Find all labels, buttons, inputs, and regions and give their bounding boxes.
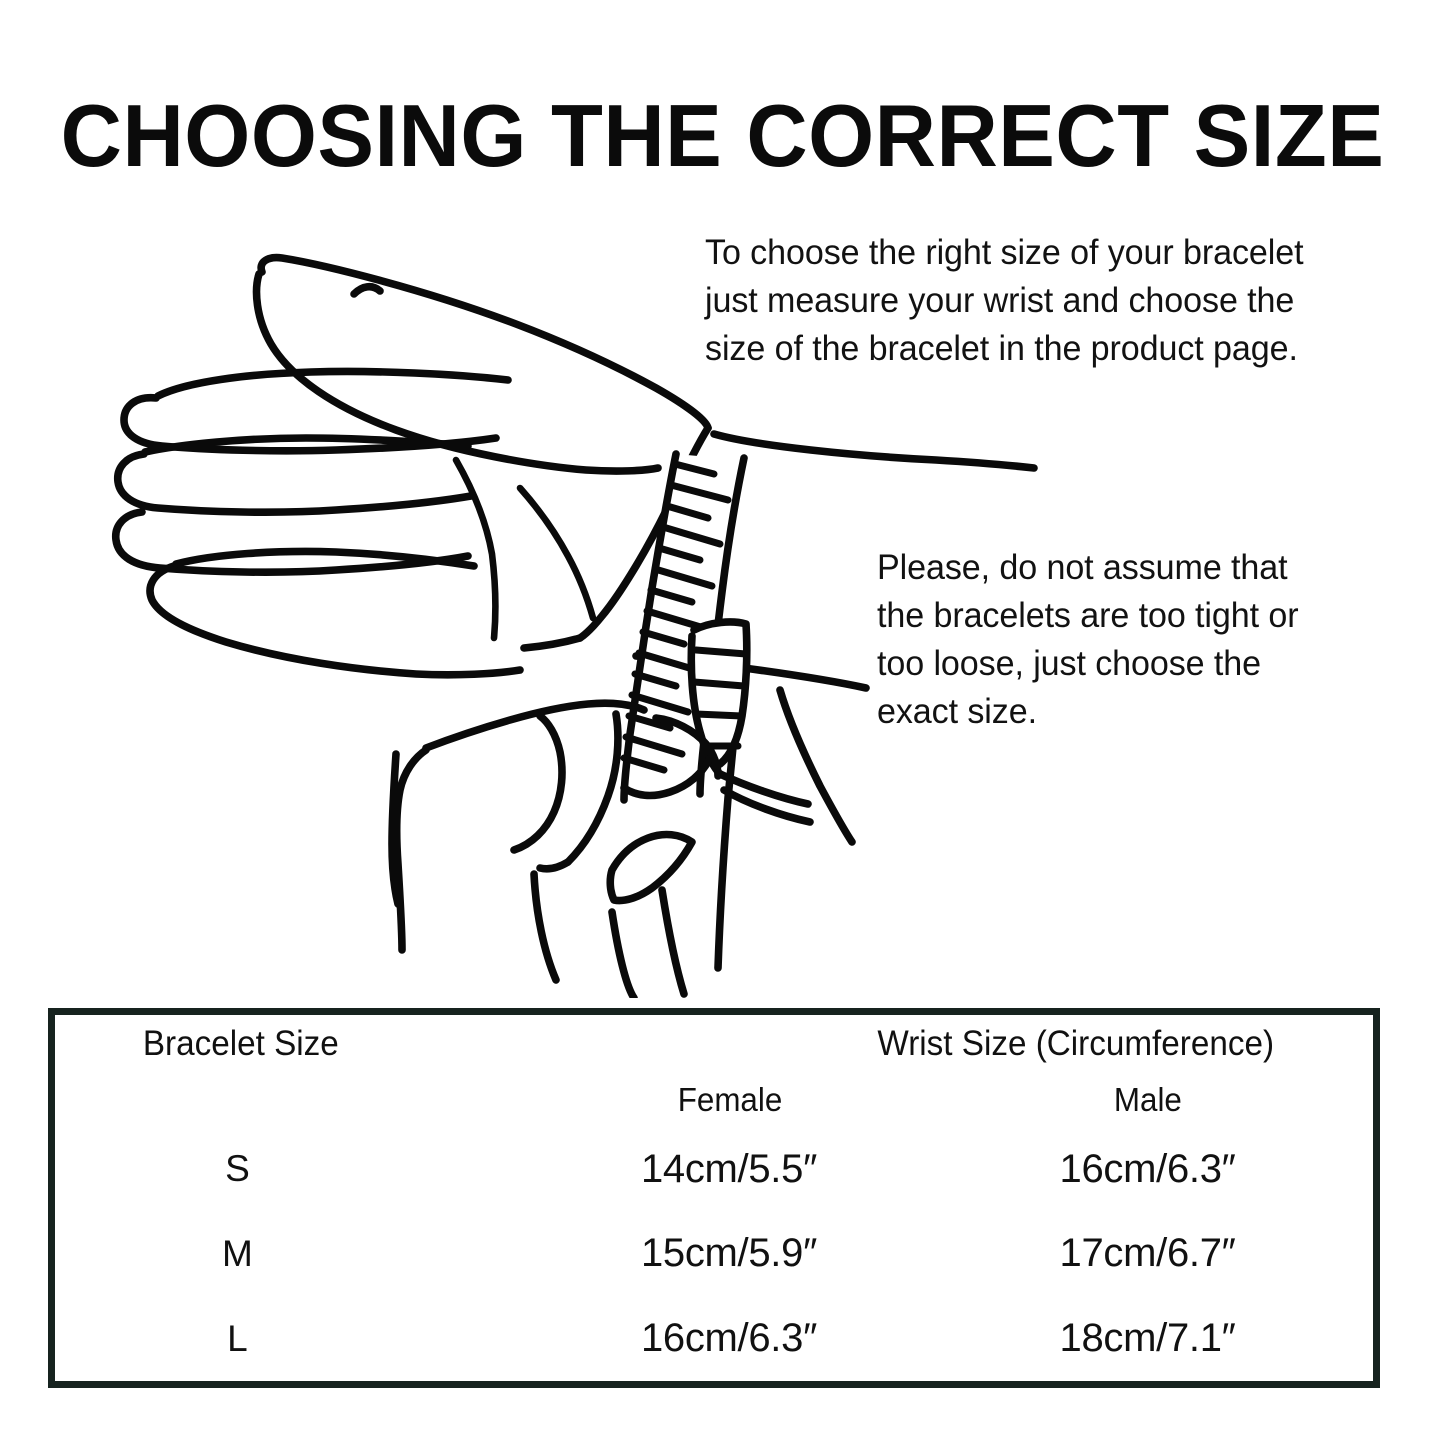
page-title: CHOOSING THE CORRECT SIZE: [60, 86, 1385, 185]
cell-female-size: 15cm/5.9″: [556, 1212, 938, 1297]
table-row: L 16cm/6.3″ 18cm/7.1″: [55, 1296, 1373, 1381]
table-row: M 15cm/5.9″ 17cm/6.7″: [55, 1212, 1373, 1297]
cell-female-size-value: 14cm/5.5″: [640, 1146, 817, 1191]
column-header-bracelet-size: Bracelet Size: [68, 1015, 544, 1073]
table-row: S 14cm/5.5″ 16cm/6.3″: [55, 1127, 1373, 1212]
index-finger: [120, 367, 512, 455]
cell-male-size-value: 17cm/6.7″: [1059, 1231, 1236, 1276]
column-header-wrist-size-label: Wrist Size (Circumference): [877, 1024, 1274, 1063]
hands-measuring-wrist-illustration: [96, 238, 1056, 998]
column-header-spacer: [68, 1073, 544, 1127]
middle-finger: [114, 434, 475, 516]
table-body: S 14cm/5.5″ 16cm/6.3″ M 15cm/5.9″ 17cm/6…: [55, 1127, 1373, 1381]
cell-male-size: 18cm/7.1″: [938, 1296, 1373, 1381]
cell-bracelet-size: S: [55, 1127, 556, 1212]
cell-male-size-value: 16cm/6.3″: [1059, 1146, 1236, 1191]
size-chart-panel: Bracelet Size Wrist Size (Circumference)…: [48, 1008, 1380, 1388]
intro-paragraph: To choose the right size of your bracele…: [705, 232, 1304, 368]
cell-bracelet-size-value: M: [222, 1232, 253, 1274]
table-head: Bracelet Size Wrist Size (Circumference)…: [55, 1015, 1373, 1127]
cell-female-size-value: 16cm/6.3″: [640, 1316, 817, 1361]
column-header-wrist-size: Wrist Size (Circumference): [576, 1015, 1352, 1073]
table-header-row-subgroups: Female Male: [55, 1073, 1373, 1127]
size-chart-table: Bracelet Size Wrist Size (Circumference)…: [55, 1015, 1373, 1381]
cell-female-size: 16cm/6.3″: [556, 1296, 938, 1381]
column-header-male: Male: [949, 1073, 1362, 1127]
cell-bracelet-size-value: L: [227, 1317, 248, 1359]
cell-bracelet-size: M: [55, 1212, 556, 1297]
cell-female-size: 14cm/5.5″: [556, 1127, 938, 1212]
holding-hand: [392, 699, 722, 998]
cell-bracelet-size: L: [55, 1296, 556, 1381]
tape-tick-marks: [620, 460, 732, 774]
column-header-male-label: Male: [1113, 1081, 1182, 1118]
column-header-bracelet-size-label: Bracelet Size: [142, 1024, 339, 1063]
note-paragraph: Please, do not assume that the bracelets…: [877, 547, 1299, 731]
column-header-female: Female: [565, 1073, 928, 1127]
cell-bracelet-size-value: S: [225, 1148, 250, 1190]
palm-crease-lines: [452, 456, 597, 642]
cell-male-size: 17cm/6.7″: [938, 1212, 1373, 1297]
cell-female-size-value: 15cm/5.9″: [640, 1231, 817, 1276]
thumb-outline: [252, 253, 712, 475]
table-header-row-groups: Bracelet Size Wrist Size (Circumference): [55, 1015, 1373, 1073]
ring-finger: [112, 508, 472, 576]
cell-male-size-value: 18cm/7.1″: [1059, 1316, 1236, 1361]
cell-male-size: 16cm/6.3″: [938, 1127, 1373, 1212]
measuring-tape: [620, 450, 814, 826]
column-header-female-label: Female: [677, 1081, 783, 1118]
pinky-finger: [146, 547, 524, 679]
